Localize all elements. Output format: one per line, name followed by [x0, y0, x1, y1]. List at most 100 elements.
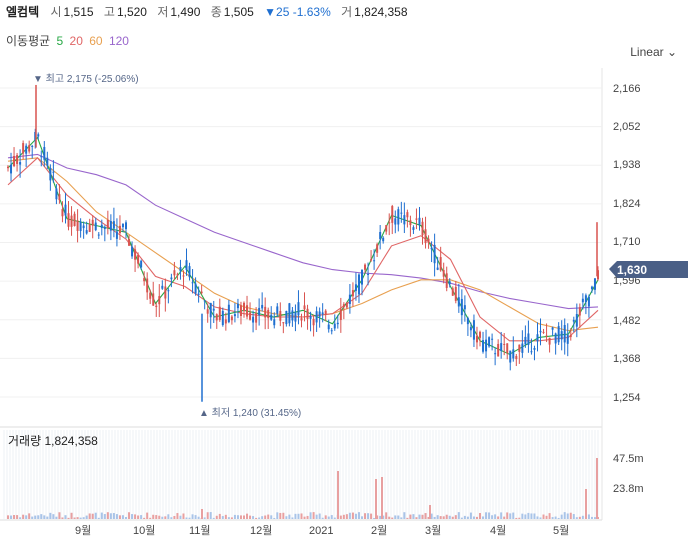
candle-body: [454, 286, 457, 301]
volume-bar: [55, 516, 58, 519]
y-tick-label: 1,482: [613, 315, 641, 327]
volume-bar: [315, 514, 318, 519]
candle-body: [19, 162, 22, 165]
ma60-label[interactable]: 60: [89, 34, 103, 48]
candle-body: [515, 356, 518, 360]
current-price-tag: [609, 261, 688, 278]
candle-body: [203, 300, 206, 302]
volume-bar: [590, 516, 593, 519]
candle-body: [273, 319, 276, 326]
candle-body: [593, 278, 596, 290]
candle-body: [584, 295, 587, 302]
candle-body: [252, 316, 255, 323]
volume-bars: [7, 458, 599, 519]
volume-bar: [252, 516, 255, 519]
candle-body: [430, 247, 433, 250]
grid-lines: [0, 87, 602, 398]
candle-body: [315, 311, 318, 323]
candle-body: [7, 166, 9, 169]
volume-bar: [264, 515, 267, 519]
candle-body: [542, 331, 545, 333]
volume-bar: [572, 514, 575, 519]
scale-dropdown[interactable]: Linear ⌄: [630, 45, 677, 59]
volume-bar: [575, 517, 578, 519]
volume-bar: [397, 515, 400, 519]
candle-body: [575, 314, 578, 327]
candle-body: [82, 225, 85, 229]
ma120-label[interactable]: 120: [108, 34, 129, 48]
volume-bar: [536, 516, 539, 519]
candle-body: [512, 349, 515, 359]
candle-body: [188, 266, 191, 278]
volume-bar: [491, 515, 494, 519]
y-tick-label: 1,824: [613, 198, 641, 210]
candle-body: [545, 335, 548, 337]
candle-body: [173, 270, 176, 276]
volume-bar: [351, 512, 354, 519]
volume-bar: [460, 517, 463, 519]
volume-bar: [61, 517, 64, 519]
volume-background: [3, 430, 599, 519]
volume-bar: [303, 516, 306, 519]
volume-bar: [179, 515, 182, 519]
candle-body: [391, 206, 394, 223]
volume-bar: [370, 513, 373, 519]
volume-bar: [388, 516, 391, 519]
candle-body: [100, 224, 103, 229]
current-price-value: 1,630: [617, 263, 647, 277]
volume-bar: [406, 517, 409, 519]
volume-bar: [267, 514, 270, 519]
x-tick-label: 5월: [553, 524, 569, 537]
volume-tick-label: 23.8m: [613, 483, 644, 495]
volume-bar: [170, 517, 173, 519]
candle-body: [445, 273, 448, 288]
volume-bar: [28, 513, 31, 519]
candle-body: [463, 305, 466, 310]
candle-body: [182, 275, 185, 277]
y-tick-label: 2,052: [613, 121, 641, 133]
volume-bar: [485, 512, 488, 519]
candle-body: [524, 336, 527, 345]
candle-body: [354, 284, 357, 291]
candle-body: [16, 155, 19, 164]
candle-body: [246, 305, 249, 317]
candle-body: [472, 320, 475, 340]
candle-body: [569, 335, 572, 338]
ma60-line: [7, 157, 599, 332]
volume-bar: [500, 512, 503, 519]
volume-bar: [330, 515, 333, 519]
candle-body: [548, 337, 551, 345]
ma5-label[interactable]: 5: [56, 34, 64, 48]
candle-body: [418, 217, 421, 225]
volume-bar: [236, 515, 239, 519]
volume-bar: [515, 517, 518, 519]
candle-body: [233, 314, 236, 317]
volume-bar: [40, 514, 43, 519]
candle-body: [439, 257, 442, 271]
volume-bar: [342, 514, 345, 519]
candle-body: [403, 215, 406, 225]
candle-body: [536, 334, 539, 342]
volume-bar: [100, 512, 103, 519]
candle-body: [436, 267, 439, 270]
volume-bar: [587, 514, 590, 519]
candle-body: [409, 220, 412, 226]
candle-body: [230, 316, 233, 321]
volume-bar: [569, 512, 572, 519]
candle-body: [321, 312, 324, 315]
candle-body: [361, 269, 363, 285]
y-tick-label: 1,938: [613, 159, 641, 171]
candle-body: [206, 309, 209, 314]
x-tick-label: 9월: [75, 524, 91, 537]
volume-bar: [297, 513, 300, 519]
volume-bar: [106, 512, 109, 519]
candle-body: [149, 292, 152, 299]
volume-bar: [506, 512, 509, 519]
volume-bar: [285, 516, 288, 519]
volume-spike: [337, 471, 339, 519]
volume-bar: [143, 517, 146, 519]
low-annotation: ▲ 최저 1,240 (31.45%): [199, 407, 301, 419]
volume-bar: [509, 513, 512, 519]
ma20-label[interactable]: 20: [69, 34, 83, 48]
